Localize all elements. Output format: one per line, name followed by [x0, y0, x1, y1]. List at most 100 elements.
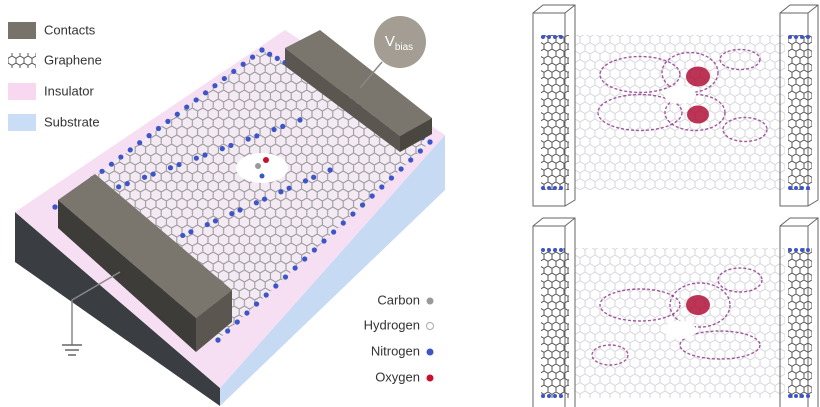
nitrogen-atom [180, 233, 185, 238]
nitrogen-atom [254, 200, 259, 205]
nitrogen-atom [52, 204, 57, 209]
current-panels [533, 5, 818, 407]
nitrogen-atom [222, 76, 227, 81]
lead-nitrogen [800, 35, 804, 39]
atom-label: Nitrogen [371, 343, 420, 358]
atom-label: Hydrogen [364, 317, 420, 332]
lead-nitrogen [559, 35, 563, 39]
nitrogen-atom [302, 256, 307, 261]
lead-nitrogen [547, 248, 551, 252]
legend-label: Substrate [44, 114, 100, 129]
molecule-atom [263, 157, 269, 163]
oxygen-dot [427, 375, 434, 382]
nitrogen-atom [379, 184, 384, 189]
lead-nitrogen [794, 186, 798, 190]
legend-label: Contacts [44, 22, 96, 37]
lattice-bg [575, 35, 785, 190]
molecule-atom [255, 163, 261, 169]
nitrogen-atom [398, 166, 403, 171]
lead-nitrogen [541, 186, 545, 190]
bias-main: V [385, 33, 395, 50]
nitrogen-atom [146, 133, 151, 138]
lead-nitrogen [800, 186, 804, 190]
nitrogen-atom [228, 143, 233, 148]
nitrogen-atom [331, 229, 336, 234]
nitrogen-atom [271, 127, 276, 132]
nitrogen-dot [427, 349, 434, 356]
nitrogen-atom [262, 196, 267, 201]
lead-nitrogen [541, 248, 545, 252]
nitrogen-atom [311, 175, 316, 180]
nitrogen-atom [231, 69, 236, 74]
contacts-swatch [8, 22, 36, 39]
nitrogen-atom [350, 211, 355, 216]
legend-label: Insulator [44, 83, 95, 98]
current-hotspot [686, 67, 710, 87]
nanopore [664, 86, 696, 104]
lead-nitrogen [559, 248, 563, 252]
nitrogen-atom [237, 207, 242, 212]
nitrogen-atom [176, 162, 181, 167]
nitrogen-atom [205, 222, 210, 227]
nitrogen-atom [137, 140, 142, 145]
nitrogen-atom [125, 181, 130, 186]
lead-nitrogen [553, 394, 557, 398]
nitrogen-atom [241, 62, 246, 67]
nitrogen-atom [215, 337, 220, 342]
lead-nitrogen [806, 248, 810, 252]
nitrogen-atom [389, 175, 394, 180]
hydrogen-dot [427, 323, 434, 330]
molecule-atom [260, 174, 265, 179]
atom-legend: Carbon Hydrogen Nitrogen Oxygen [364, 292, 434, 384]
lead-nitrogen [553, 186, 557, 190]
lead-nitrogen [806, 35, 810, 39]
nitrogen-atom [244, 310, 249, 315]
lead-nitrogen [794, 248, 798, 252]
lead-nitrogen [547, 186, 551, 190]
lead-nitrogen [788, 35, 792, 39]
lead-nitrogen [800, 248, 804, 252]
nitrogen-atom [327, 167, 332, 172]
lead-nitrogen [806, 394, 810, 398]
nitrogen-atom [283, 274, 288, 279]
carbon-dot [427, 298, 434, 305]
legend-label: Graphene [44, 52, 102, 67]
nitrogen-atom [235, 319, 240, 324]
nitrogen-atom [212, 83, 217, 88]
nitrogen-atom [220, 146, 225, 151]
lead-nitrogen [559, 394, 563, 398]
nitrogen-atom [116, 184, 121, 189]
nitrogen-atom [246, 136, 251, 141]
bias-sub: bias [395, 42, 413, 53]
atom-label: Oxygen [375, 369, 420, 384]
nitrogen-atom [418, 148, 423, 153]
current-hotspot [687, 106, 709, 124]
ground [62, 345, 82, 355]
lead-nitrogen [800, 394, 804, 398]
atom-label: Carbon [377, 292, 420, 307]
lead-nitrogen [788, 394, 792, 398]
nitrogen-atom [175, 112, 180, 117]
nitrogen-atom [408, 157, 413, 162]
lead-nitrogen [559, 186, 563, 190]
nitrogen-atom [280, 124, 285, 129]
nitrogen-atom [312, 247, 317, 252]
lead-nitrogen [547, 394, 551, 398]
lead-nitrogen [788, 186, 792, 190]
nitrogen-atom [278, 189, 283, 194]
nitrogen-atom [292, 265, 297, 270]
lead-nitrogen [806, 186, 810, 190]
nanopore [664, 321, 696, 339]
lead-nitrogen [794, 35, 798, 39]
nitrogen-atom [297, 117, 302, 122]
legend: Contacts Graphene Insulator Substrate [8, 22, 102, 131]
nitrogen-atom [213, 218, 218, 223]
nitrogen-atom [168, 165, 173, 170]
nitrogen-atom [194, 156, 199, 161]
lead-nitrogen [553, 248, 557, 252]
nitrogen-atom [142, 175, 147, 180]
nitrogen-atom [321, 238, 326, 243]
nitrogen-atom [254, 133, 259, 138]
nitrogen-atom [194, 97, 199, 102]
nitrogen-atom [275, 56, 280, 61]
